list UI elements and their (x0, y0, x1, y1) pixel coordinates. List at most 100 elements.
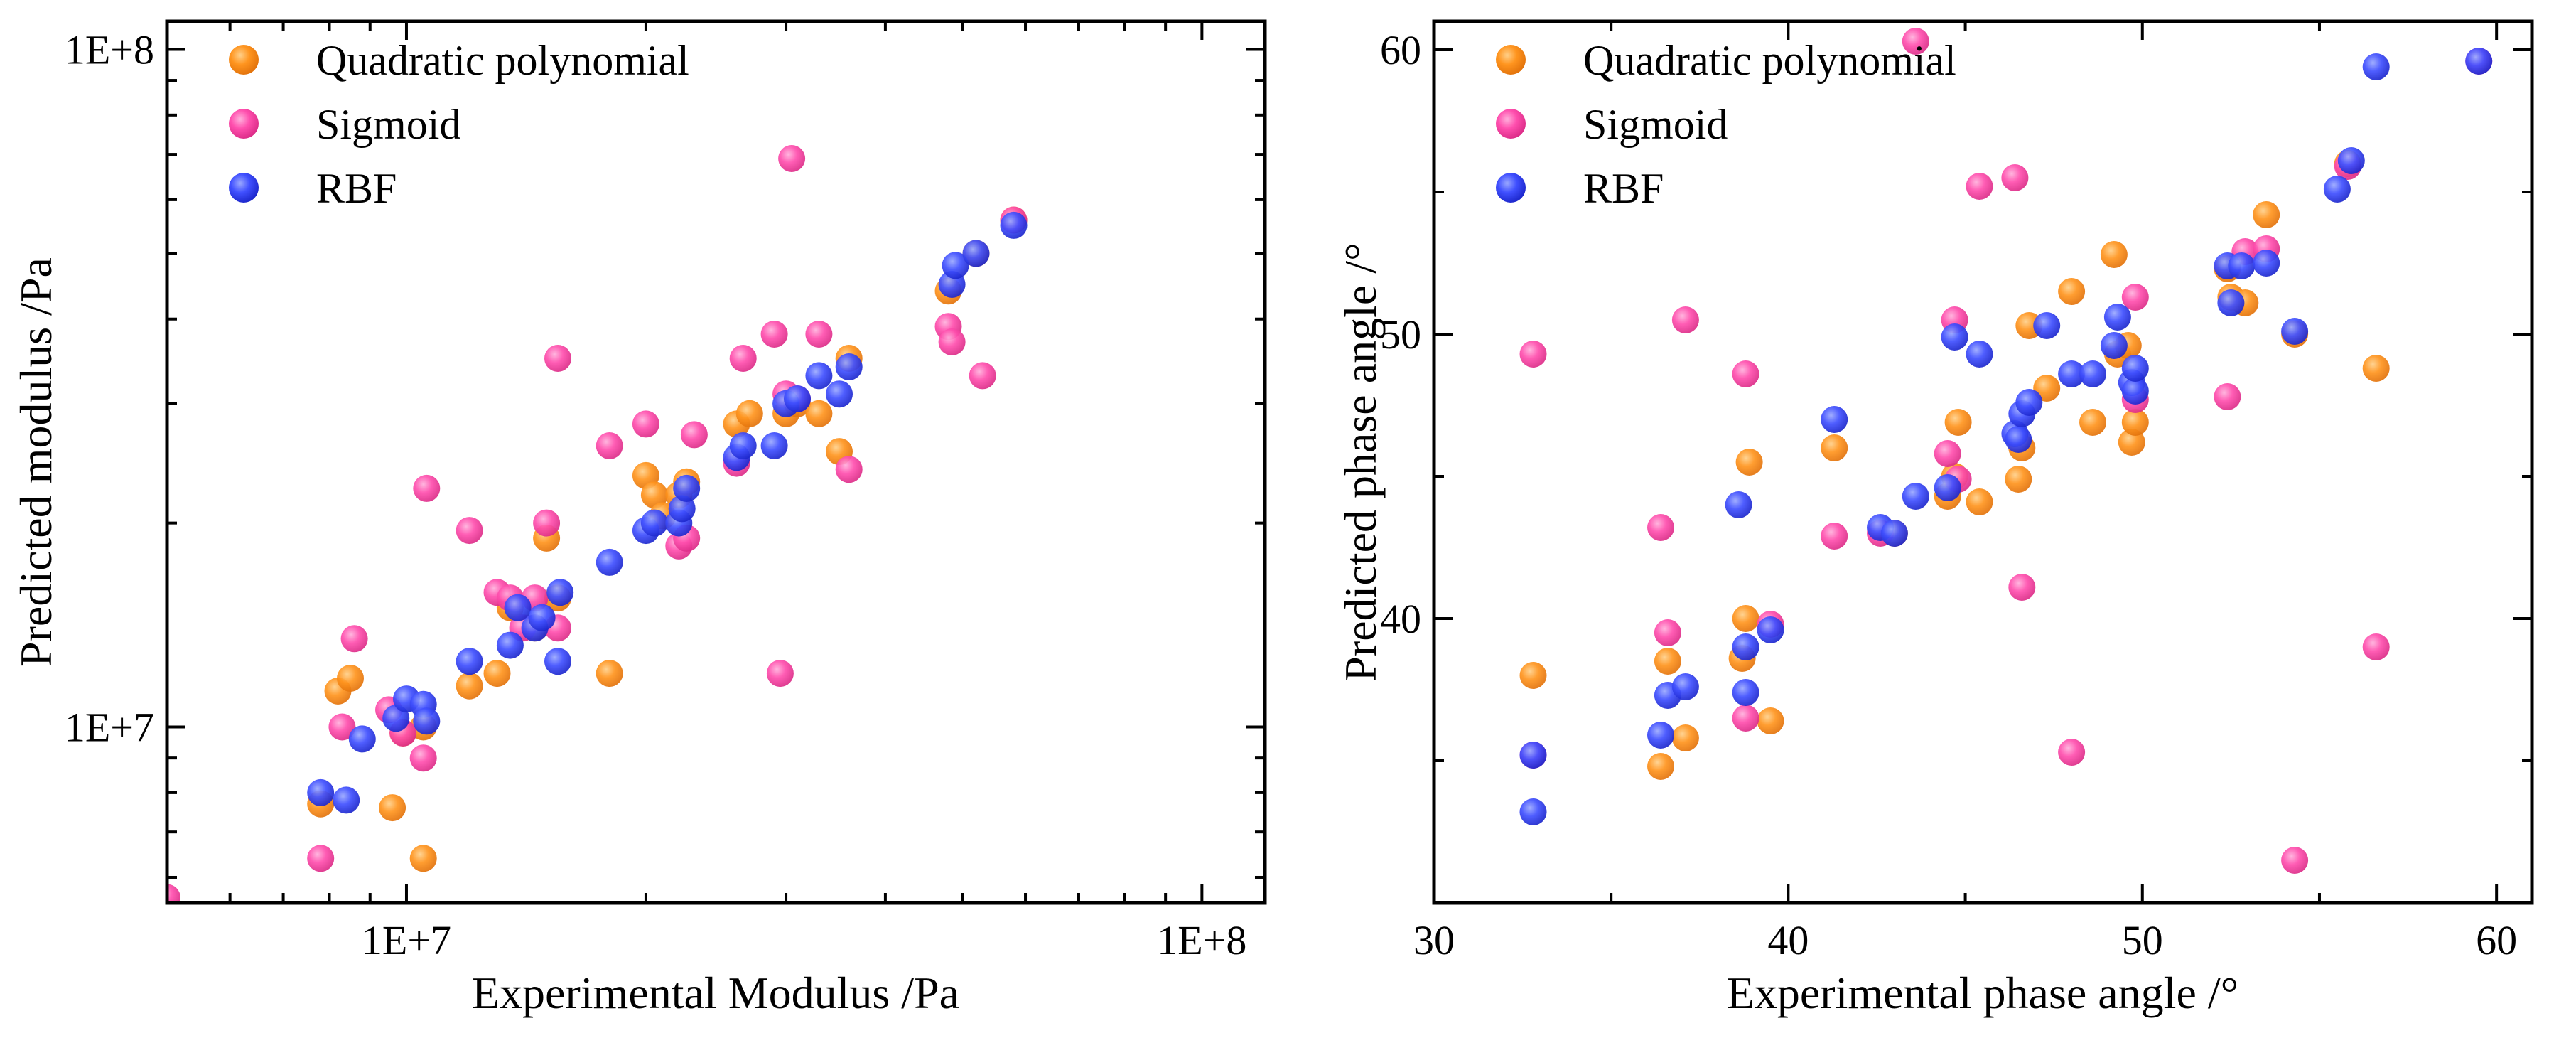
right-point-quadratic-polynomial-6 (1735, 449, 1763, 476)
right-point-sigmoid-16 (2008, 574, 2036, 601)
right-point-sigmoid-11 (1934, 440, 1961, 467)
left-point-rbf-29 (942, 252, 969, 279)
right-point-quadratic-polynomial-24 (2121, 409, 2149, 436)
left-point-rbf-27 (835, 353, 863, 380)
left-point-sigmoid-7 (413, 474, 441, 502)
left-point-rbf-9 (504, 594, 532, 621)
left-point-quadratic-polynomial-7 (483, 660, 511, 687)
right-y-tick-label: 60 (1380, 27, 1421, 73)
right-legend-marker-2 (1496, 173, 1526, 203)
right-point-rbf-2 (1647, 722, 1674, 749)
left-point-rbf-6 (413, 707, 441, 735)
right-legend-label-0: Quadratic polynomial (1583, 37, 1956, 84)
left-point-rbf-21 (729, 432, 757, 459)
right-point-quadratic-polynomial-2 (1654, 648, 1681, 675)
right-point-rbf-36 (2465, 48, 2493, 75)
right-point-rbf-21 (2058, 360, 2086, 387)
left-legend-label-2: RBF (316, 165, 397, 212)
right-point-sigmoid-14 (1966, 173, 1993, 200)
right-x-tick-label: 50 (2122, 917, 2163, 963)
left-point-rbf-1 (333, 786, 360, 814)
right-point-quadratic-polynomial-0 (1519, 662, 1547, 689)
left-point-sigmoid-29 (835, 456, 863, 483)
right-point-sigmoid-19 (2121, 284, 2149, 311)
left-point-rbf-19 (673, 474, 701, 502)
right-legend-label-2: RBF (1583, 165, 1664, 212)
left-point-rbf-26 (826, 380, 853, 408)
right-points-layer (1519, 28, 2493, 874)
right-point-rbf-22 (2079, 360, 2106, 387)
right-point-rbf-26 (2121, 378, 2149, 405)
right-point-rbf-0 (1519, 742, 1547, 769)
right-point-quadratic-polynomial-14 (2005, 466, 2032, 493)
right-point-quadratic-polynomial-5 (1732, 605, 1759, 632)
right-point-rbf-7 (1732, 679, 1759, 706)
right-x-tick-label: 30 (1413, 917, 1455, 963)
right-point-quadratic-polynomial-23 (2118, 429, 2145, 456)
left-legend-label-1: Sigmoid (316, 101, 460, 148)
right-point-sigmoid-25 (2362, 633, 2390, 660)
right-point-rbf-24 (2103, 304, 2131, 331)
left-x-axis-title: Experimental Modulus /Pa (472, 968, 959, 1018)
left-point-rbf-13 (546, 579, 574, 606)
right-legend-marker-1 (1496, 109, 1526, 139)
right-x-axis-title: Experimental phase angle /° (1727, 968, 2238, 1018)
right-x-tick-label: 60 (2476, 917, 2517, 963)
left-legend-marker-1 (229, 109, 259, 139)
left-legend-marker-2 (229, 173, 259, 203)
right-point-rbf-23 (2100, 332, 2128, 359)
right-point-rbf-34 (2337, 147, 2365, 174)
left-point-sigmoid-13 (533, 509, 561, 537)
left-point-sigmoid-26 (778, 145, 806, 172)
right-point-sigmoid-2 (1647, 514, 1674, 541)
right-legend: Quadratic polynomial Sigmoid RBF (1496, 37, 1956, 212)
right-x-tick-label: 40 (1767, 917, 1809, 963)
left-point-sigmoid-0 (167, 884, 180, 903)
left-series-sigmoid (167, 145, 1028, 903)
right-ticks: 30 40 50 60 40 50 60 (1380, 21, 2532, 963)
right-point-rbf-27 (2121, 355, 2149, 382)
right-point-rbf-17 (2005, 426, 2032, 453)
right-point-quadratic-polynomial-20 (2100, 241, 2128, 268)
left-point-sigmoid-16 (596, 432, 623, 459)
right-point-rbf-11 (1880, 520, 1908, 547)
right-point-quadratic-polynomial-7 (1757, 707, 1784, 734)
right-point-quadratic-polynomial-1 (1647, 753, 1674, 780)
left-points-layer (167, 145, 1028, 903)
right-legend-marker-0 (1496, 45, 1526, 75)
left-legend-marker-0 (229, 45, 259, 75)
right-point-quadratic-polynomial-3 (1671, 724, 1699, 751)
left-point-sigmoid-28 (805, 321, 833, 348)
left-point-rbf-7 (456, 648, 483, 675)
right-point-rbf-31 (2253, 250, 2280, 277)
left-y-tick-label: 1E+7 (65, 705, 154, 751)
right-point-sigmoid-17 (2058, 739, 2086, 766)
right-point-rbf-6 (1732, 633, 1759, 660)
left-point-sigmoid-6 (409, 744, 437, 772)
right-point-rbf-1 (1519, 798, 1547, 825)
right-point-quadratic-polynomial-13 (1966, 488, 1993, 515)
left-y-axis-title: Predicted modulus /Pa (11, 257, 61, 667)
left-point-sigmoid-1 (307, 845, 335, 872)
right-point-rbf-35 (2362, 53, 2390, 80)
left-ticks: 1E+7 1E+8 1E+7 1E+8 (65, 21, 1265, 963)
left-point-quadratic-polynomial-3 (379, 794, 406, 822)
right-point-sigmoid-6 (1732, 705, 1759, 732)
right-point-rbf-5 (1725, 491, 1752, 518)
right-point-rbf-13 (1934, 474, 1961, 501)
right-series-rbf (1519, 48, 2493, 825)
left-point-quadratic-polynomial-5 (409, 845, 437, 872)
right-point-sigmoid-4 (1671, 306, 1699, 333)
right-y-axis-title: Predicted phase angle /° (1335, 242, 1386, 681)
right-point-quadratic-polynomial-12 (1944, 409, 1972, 436)
left-point-sigmoid-32 (969, 362, 996, 390)
right-legend-label-1: Sigmoid (1583, 101, 1728, 148)
left-point-quadratic-polynomial-19 (735, 400, 763, 427)
left-point-rbf-12 (544, 648, 571, 675)
left-point-quadratic-polynomial-2 (337, 665, 364, 692)
left-point-rbf-31 (1000, 211, 1028, 239)
right-point-rbf-4 (1671, 673, 1699, 700)
right-point-rbf-8 (1757, 616, 1784, 643)
left-legend-label-0: Quadratic polynomial (316, 37, 689, 84)
